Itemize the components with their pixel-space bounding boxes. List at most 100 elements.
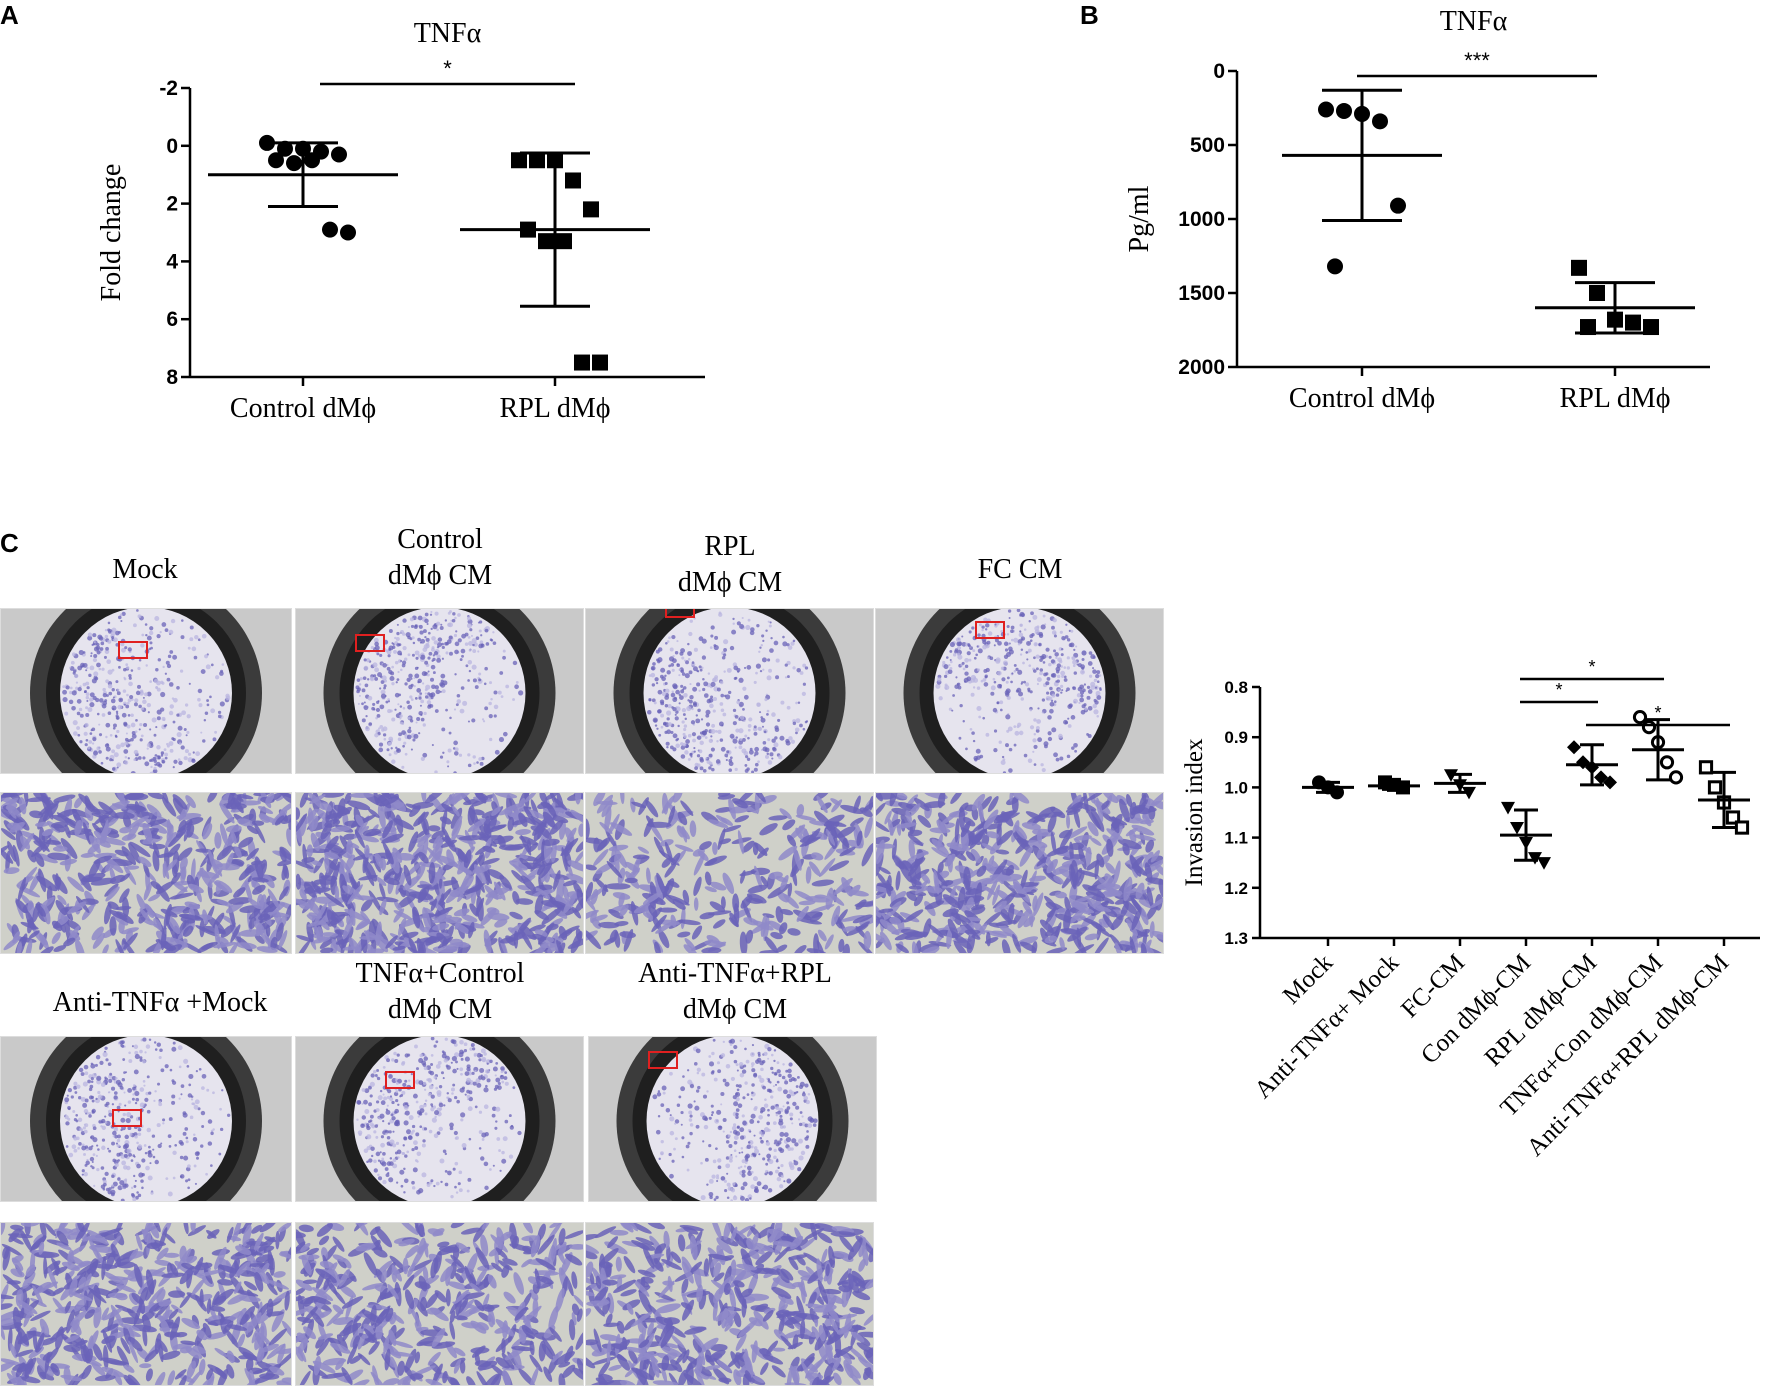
stain-dot	[676, 737, 680, 741]
stain-dot	[1073, 652, 1079, 658]
stain-dot	[380, 689, 386, 695]
stain-dot	[182, 1111, 187, 1116]
stain-dot	[402, 1152, 406, 1155]
stain-dot	[484, 1132, 489, 1137]
cell	[1064, 896, 1072, 914]
stain-dot	[459, 708, 465, 714]
stain-dot	[395, 1081, 399, 1085]
stain-dot	[123, 703, 126, 706]
stain-dot	[680, 684, 684, 688]
stain-dot	[83, 1129, 88, 1134]
cell	[963, 866, 971, 891]
stain-dot	[771, 757, 774, 760]
stain-dot	[179, 669, 184, 673]
cell	[1074, 834, 1092, 841]
stain-dot	[980, 679, 984, 683]
cell	[201, 941, 218, 950]
stain-dot	[431, 1105, 434, 1108]
stain-dot	[73, 1136, 78, 1141]
cell	[1038, 806, 1056, 818]
stain-dot	[165, 1177, 169, 1181]
stain-dot	[407, 625, 411, 629]
stain-dot	[89, 692, 95, 698]
stain-dot	[137, 614, 142, 619]
cell	[346, 839, 354, 859]
stain-dot	[1040, 624, 1046, 630]
cell	[256, 946, 278, 953]
stain-dot	[443, 1058, 448, 1063]
stain-dot	[393, 649, 397, 654]
stain-dot	[151, 1134, 156, 1138]
stain-dot	[389, 1095, 393, 1098]
stain-dot	[212, 737, 217, 742]
stain-dot	[200, 1144, 204, 1148]
cell	[567, 860, 583, 872]
stain-dot	[91, 742, 95, 745]
stain-dot	[85, 738, 89, 742]
cell	[146, 818, 167, 827]
stain-dot	[442, 751, 445, 754]
cell	[492, 793, 500, 812]
cell	[728, 798, 736, 820]
cell	[996, 818, 1003, 834]
cell	[654, 941, 661, 953]
stain-dot	[468, 1090, 473, 1095]
stain-dot	[743, 694, 749, 700]
stain-dot	[951, 709, 954, 712]
stain-dot	[153, 766, 157, 771]
stain-dot	[494, 749, 500, 755]
stain-dot	[1053, 649, 1056, 653]
stain-dot	[115, 714, 119, 718]
cell	[842, 926, 856, 932]
stain-dot	[784, 676, 788, 679]
cell	[1039, 919, 1054, 933]
stain-dot	[146, 1201, 149, 1202]
cell	[940, 810, 961, 826]
stain-dot	[133, 1184, 137, 1188]
stain-dot	[107, 1062, 112, 1066]
cell	[570, 809, 583, 825]
cell	[25, 910, 35, 931]
stain-dot	[104, 649, 110, 655]
cell	[409, 805, 421, 817]
stain-dot	[1098, 674, 1102, 677]
cell	[1105, 862, 1116, 874]
cell	[1032, 895, 1038, 912]
stain-dot	[656, 727, 659, 730]
stain-dot	[85, 713, 90, 718]
stain-dot	[416, 687, 422, 693]
cell	[160, 926, 167, 951]
stain-dot	[660, 725, 664, 729]
stain-dot	[712, 678, 717, 683]
stain-dot	[734, 746, 737, 749]
cell	[672, 898, 686, 910]
micrograph-mock	[0, 792, 292, 954]
cell	[38, 946, 54, 953]
cell	[523, 805, 536, 825]
stain-dot	[416, 1189, 421, 1195]
stain-dot	[1018, 691, 1024, 697]
stain-dot	[84, 1071, 89, 1076]
stain-dot	[760, 717, 766, 723]
stain-dot	[84, 1163, 88, 1167]
stain-dot	[681, 672, 686, 676]
cell	[166, 824, 174, 843]
stain-dot	[204, 711, 209, 715]
stain-dot	[769, 752, 774, 757]
stain-dot	[361, 688, 366, 693]
stain-dot	[436, 654, 441, 659]
cell	[482, 845, 496, 853]
cell	[770, 932, 783, 940]
stain-dot	[1083, 683, 1087, 686]
cell	[213, 912, 225, 928]
data-point	[1537, 857, 1551, 870]
stain-dot	[79, 713, 84, 718]
stain-dot	[1053, 681, 1059, 687]
stain-dot	[171, 1100, 176, 1105]
stain-dot	[759, 1077, 765, 1083]
stain-dot	[108, 1187, 112, 1191]
cell	[207, 793, 218, 803]
cell	[768, 815, 788, 821]
stain-dot	[440, 1180, 443, 1184]
stain-dot	[424, 612, 429, 617]
